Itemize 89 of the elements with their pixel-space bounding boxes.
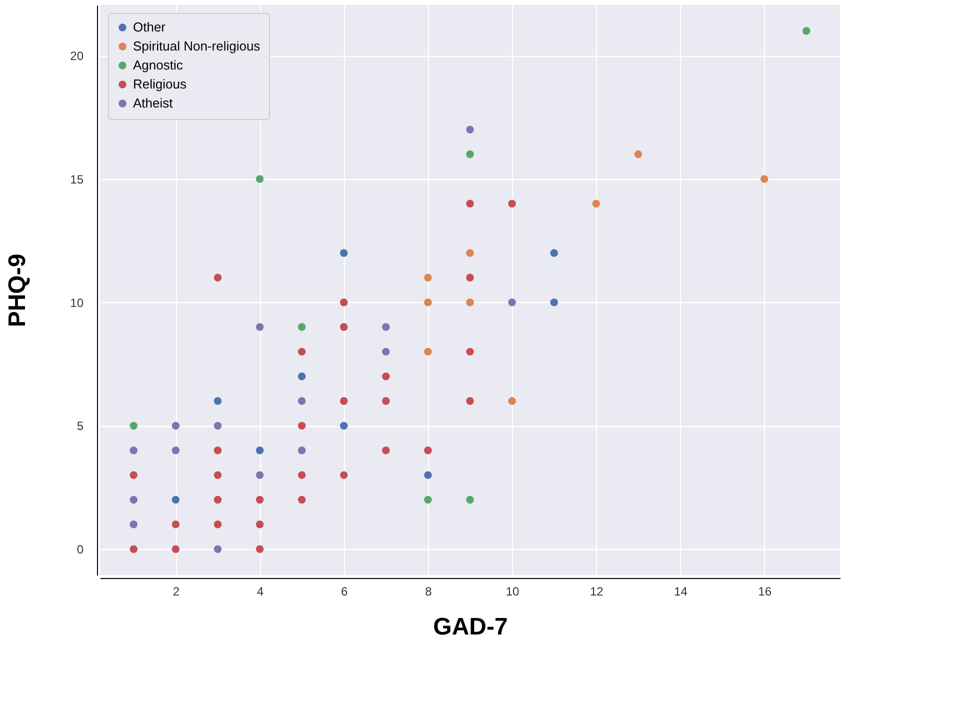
- point: [256, 175, 264, 183]
- x-tick-label: 10: [506, 584, 520, 598]
- point: [214, 545, 222, 553]
- point: [298, 422, 306, 430]
- point: [382, 397, 390, 405]
- point: [214, 471, 222, 479]
- point: [172, 545, 180, 553]
- point: [424, 471, 432, 479]
- point: [508, 200, 516, 208]
- point: [340, 249, 348, 257]
- point: [214, 446, 222, 454]
- y-tick-label: 10: [70, 296, 84, 310]
- point: [130, 520, 138, 528]
- point: [298, 348, 306, 356]
- point: [172, 446, 180, 454]
- point: [340, 397, 348, 405]
- point: [424, 446, 432, 454]
- point: [382, 348, 390, 356]
- legend-label: Agnostic: [133, 58, 184, 72]
- point: [172, 422, 180, 430]
- x-tick-label: 16: [758, 584, 772, 598]
- point: [256, 545, 264, 553]
- point: [256, 323, 264, 331]
- x-tick-label: 8: [425, 584, 432, 598]
- point: [466, 298, 474, 306]
- point: [130, 545, 138, 553]
- point: [508, 298, 516, 306]
- point: [550, 298, 558, 306]
- x-tick-label: 12: [590, 584, 604, 598]
- point: [214, 274, 222, 282]
- y-tick-label: 5: [76, 419, 84, 434]
- point: [802, 27, 810, 35]
- point: [298, 446, 306, 454]
- point: [466, 274, 474, 282]
- point: [382, 446, 390, 454]
- y-tick-label: 0: [76, 542, 84, 557]
- point: [172, 496, 180, 504]
- point: [466, 397, 474, 405]
- point: [172, 520, 180, 528]
- point: [424, 348, 432, 356]
- x-tick-label: 14: [674, 584, 688, 598]
- point: [424, 274, 432, 282]
- point: [256, 446, 264, 454]
- point: [340, 323, 348, 331]
- point: [634, 150, 642, 158]
- point: [592, 200, 600, 208]
- point: [214, 422, 222, 430]
- point: [130, 471, 138, 479]
- point: [382, 372, 390, 380]
- legend-label: Religious: [133, 76, 187, 92]
- point: [424, 496, 432, 504]
- point: [298, 471, 306, 479]
- point: [760, 175, 768, 183]
- point: [466, 150, 474, 158]
- point: [466, 126, 474, 134]
- point: [214, 496, 222, 504]
- point: [340, 298, 348, 306]
- legend-label: Other: [133, 20, 166, 34]
- point: [298, 496, 306, 504]
- point: [130, 496, 138, 504]
- point: [466, 200, 474, 208]
- point: [298, 323, 306, 331]
- point: [424, 298, 432, 306]
- point: [466, 249, 474, 257]
- point: [466, 348, 474, 356]
- point: [298, 372, 306, 380]
- point: [340, 422, 348, 430]
- legend-label: Spiritual Non-religious: [133, 38, 261, 54]
- point: [130, 422, 138, 430]
- y-tick-label: 20: [70, 49, 84, 64]
- legend-label: Atheist: [133, 96, 174, 110]
- x-tick-label: 6: [341, 584, 348, 598]
- x-axis-title: GAD-7: [433, 614, 508, 640]
- point: [340, 471, 348, 479]
- point: [466, 496, 474, 504]
- point: [382, 323, 390, 331]
- x-tick-label: 4: [256, 584, 264, 598]
- point: [130, 446, 138, 454]
- point: [256, 520, 264, 528]
- y-tick-label: 15: [70, 172, 84, 186]
- point: [550, 249, 558, 257]
- point: [256, 496, 264, 504]
- x-tick-label: 2: [172, 584, 180, 598]
- point: [214, 520, 222, 528]
- point: [508, 397, 516, 405]
- point: [214, 397, 222, 405]
- y-axis-title: PHQ-9: [4, 254, 32, 328]
- point: [256, 471, 264, 479]
- point: [298, 397, 306, 405]
